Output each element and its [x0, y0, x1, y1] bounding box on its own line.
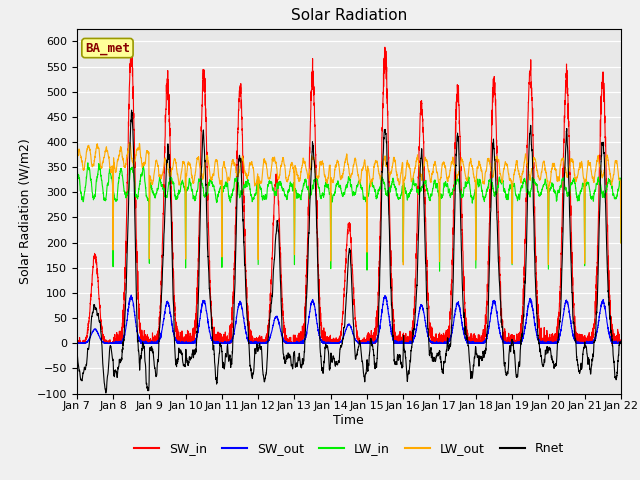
SW_in	[617, 340, 625, 346]
SW_out	[616, 340, 624, 346]
Rnet	[128, 107, 136, 113]
SW_out	[617, 338, 625, 344]
Line: LW_in: LW_in	[77, 163, 621, 271]
SW_in	[471, 340, 479, 346]
LW_out	[329, 179, 337, 184]
X-axis label: Time: Time	[333, 414, 364, 427]
SW_out	[502, 339, 509, 345]
LW_out	[616, 178, 624, 184]
Rnet	[617, 340, 625, 346]
Legend: SW_in, SW_out, LW_in, LW_out, Rnet: SW_in, SW_out, LW_in, LW_out, Rnet	[129, 437, 569, 460]
LW_in	[441, 181, 449, 187]
SW_in	[616, 340, 624, 346]
LW_in	[617, 240, 625, 245]
LW_out	[471, 178, 479, 183]
Rnet	[502, 370, 509, 375]
LW_in	[329, 196, 337, 202]
LW_out	[617, 240, 625, 246]
Rnet	[171, 346, 179, 351]
LW_out	[73, 249, 81, 254]
LW_in	[84, 160, 92, 166]
SW_in	[127, 39, 135, 45]
Line: LW_out: LW_out	[77, 143, 621, 265]
LW_in	[73, 252, 81, 258]
Rnet	[102, 390, 109, 396]
SW_in	[171, 300, 179, 305]
LW_in	[616, 179, 624, 185]
LW_out	[126, 140, 134, 145]
LW_in	[171, 190, 179, 196]
Rnet	[441, 359, 449, 365]
Rnet	[616, 339, 624, 345]
SW_out	[441, 340, 449, 346]
SW_in	[329, 340, 337, 346]
LW_in	[436, 268, 444, 274]
LW_out	[502, 160, 509, 166]
Line: Rnet: Rnet	[77, 110, 621, 393]
LW_out	[399, 262, 407, 268]
SW_out	[171, 334, 179, 340]
LW_in	[471, 192, 479, 197]
Rnet	[471, 354, 479, 360]
SW_out	[73, 340, 81, 346]
SW_in	[73, 340, 81, 346]
SW_out	[471, 340, 479, 346]
Rnet	[73, 343, 81, 348]
SW_out	[127, 292, 135, 298]
Y-axis label: Solar Radiation (W/m2): Solar Radiation (W/m2)	[18, 138, 31, 284]
Line: SW_out: SW_out	[77, 295, 621, 343]
LW_out	[441, 162, 449, 168]
Text: BA_met: BA_met	[85, 42, 130, 55]
LW_out	[171, 156, 179, 162]
Title: Solar Radiation: Solar Radiation	[291, 9, 407, 24]
SW_in	[441, 333, 449, 339]
Line: SW_in: SW_in	[77, 42, 621, 343]
Rnet	[329, 357, 337, 363]
SW_in	[502, 334, 509, 340]
SW_out	[329, 340, 337, 346]
LW_in	[502, 192, 509, 198]
